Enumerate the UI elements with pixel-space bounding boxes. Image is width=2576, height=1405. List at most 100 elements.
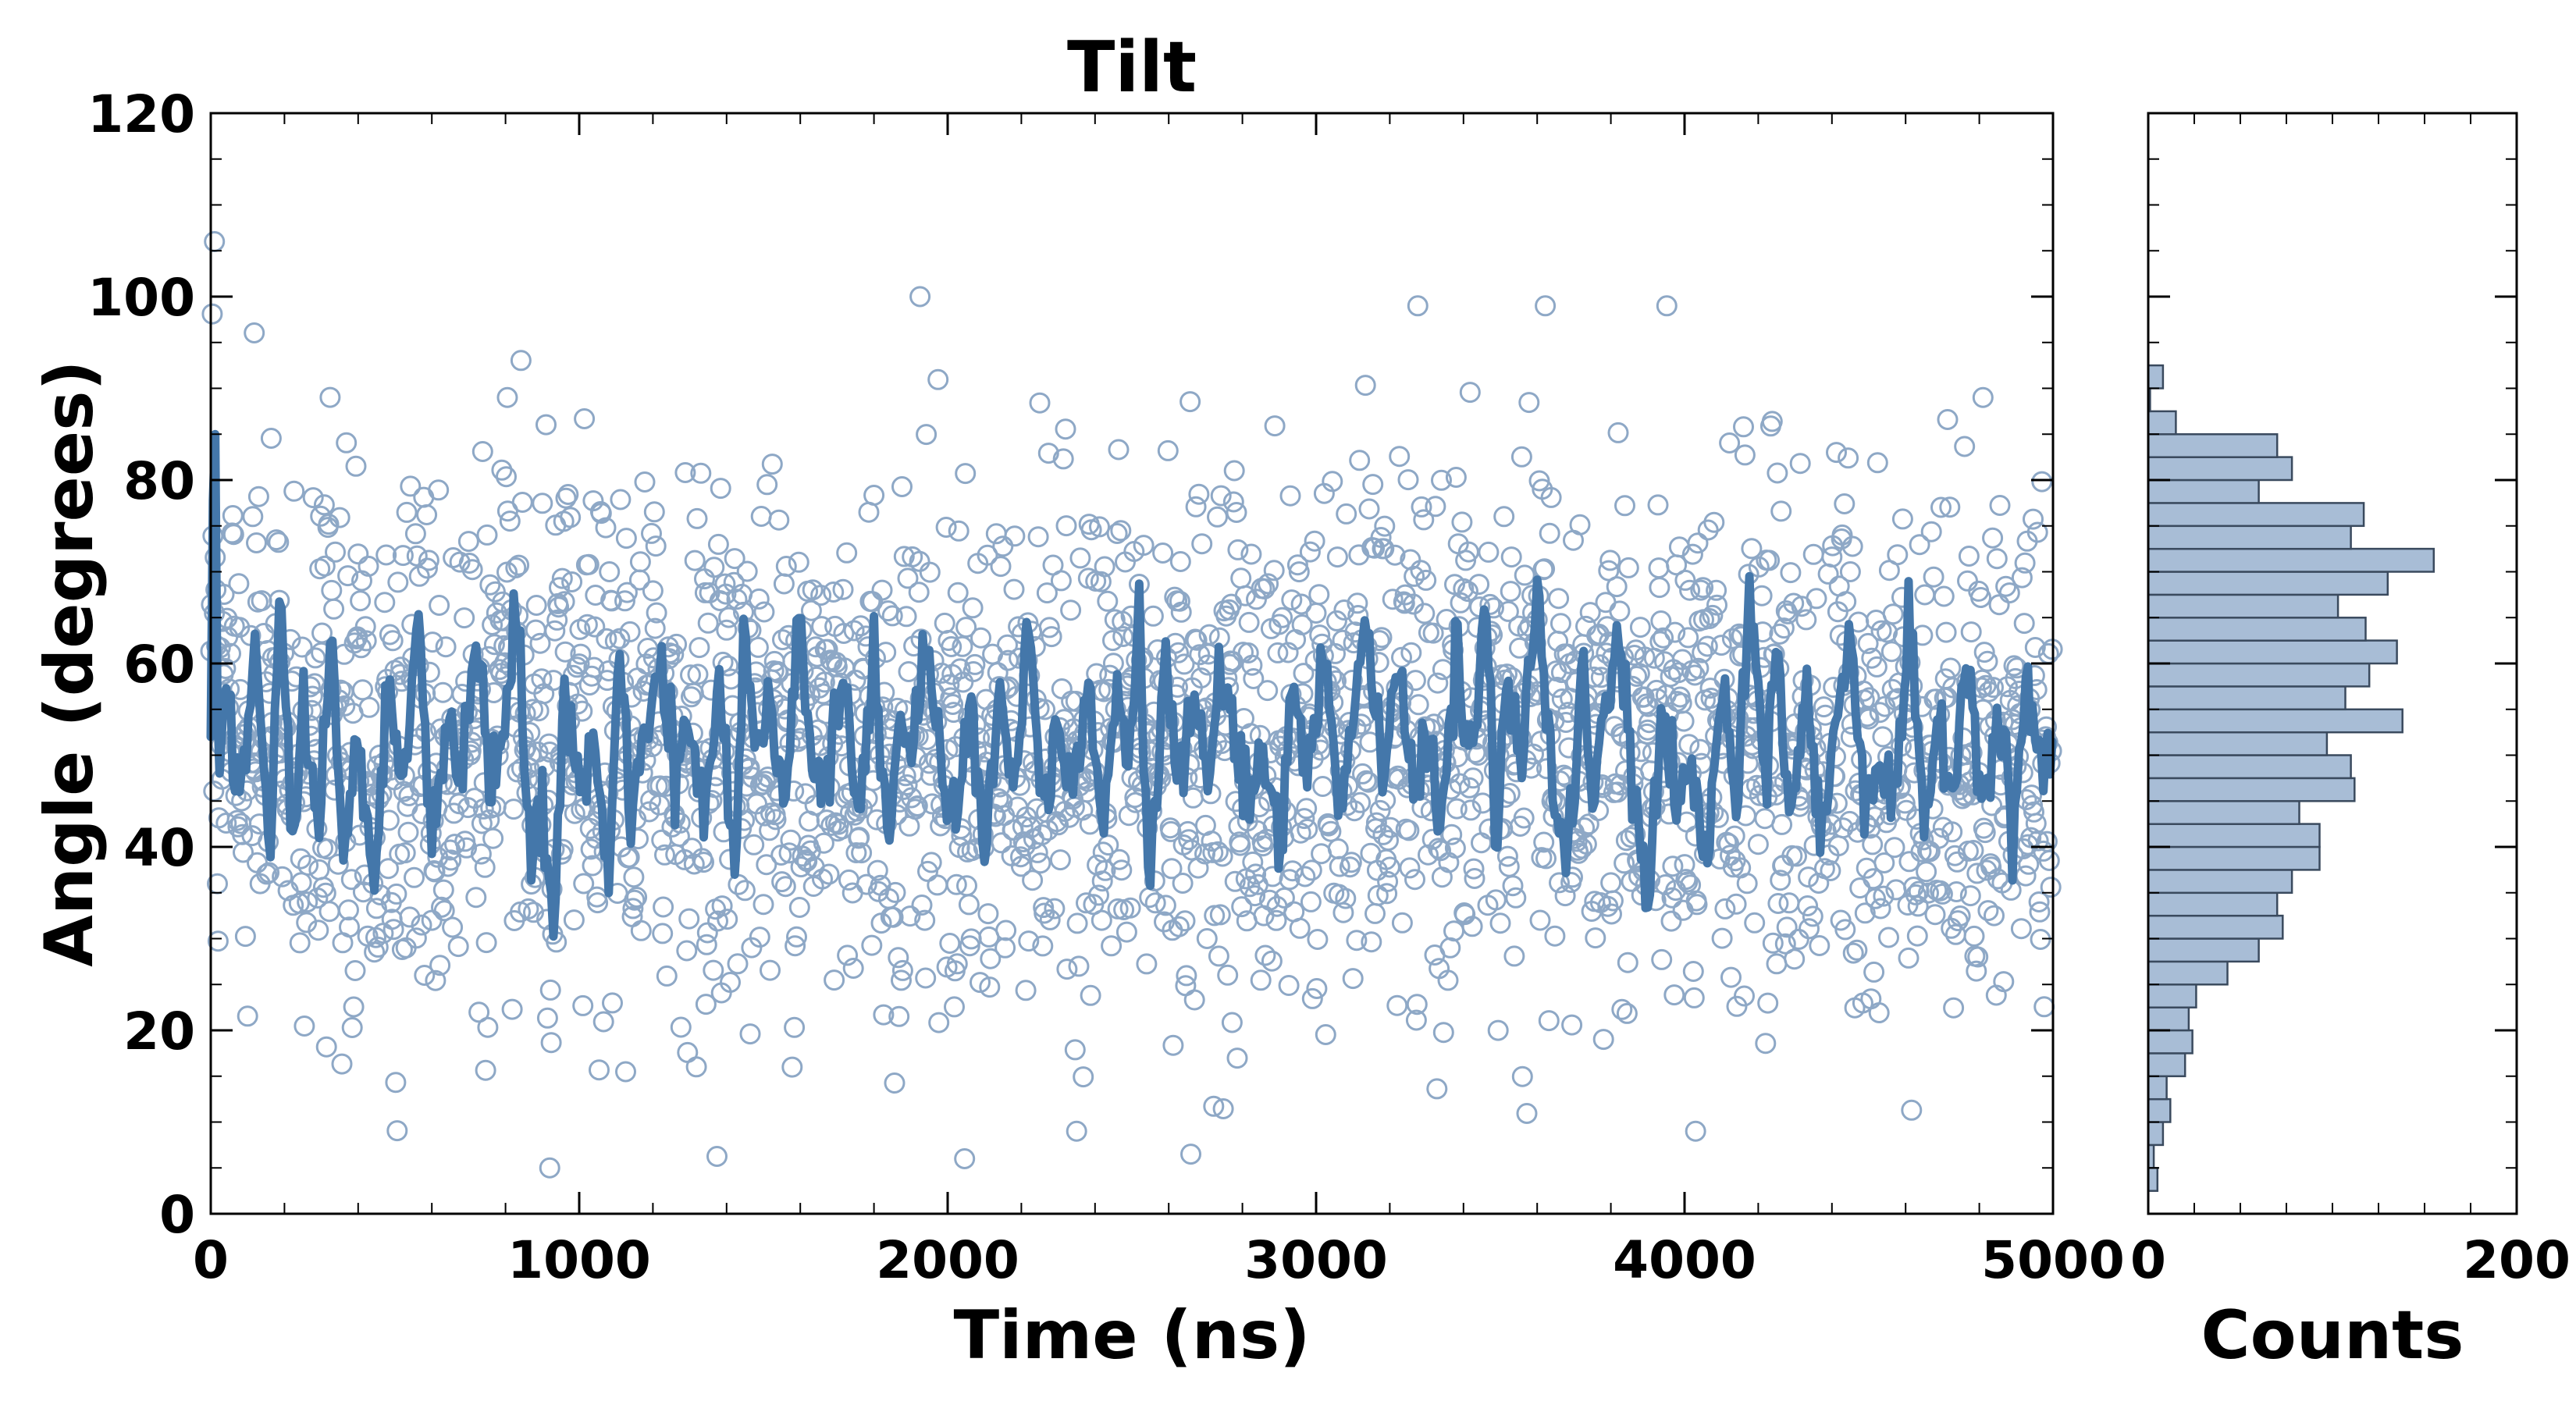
scatter-point (1049, 849, 1071, 871)
scatter-point (397, 821, 419, 843)
scatter-point (724, 548, 745, 570)
scatter-point (1651, 948, 1673, 970)
scatter-point (1925, 688, 1947, 710)
scatter-point (1898, 947, 1920, 969)
scatter-point (666, 633, 688, 655)
scatter-point (1362, 474, 1384, 496)
scatter-point (2040, 877, 2062, 898)
scatter-point (1263, 560, 1285, 582)
scatter-point (350, 637, 372, 659)
scatter-point (540, 1032, 562, 1054)
scatter-point (343, 996, 365, 1018)
scatter-point (781, 1056, 803, 1078)
scatter-point (1802, 543, 1824, 565)
scatter-point (1307, 929, 1329, 950)
scatter-point (1404, 670, 1426, 692)
scatter-point (1029, 392, 1051, 414)
scatter-point (1108, 439, 1130, 461)
scatter-point (626, 887, 648, 908)
scatter-point (570, 643, 592, 665)
scatter-point (784, 1016, 806, 1038)
scatter-point (1459, 382, 1481, 404)
scatter-point (1399, 857, 1421, 879)
scatter-point (1055, 418, 1076, 440)
scatter-point (1293, 808, 1315, 830)
scatter-point (1048, 814, 1069, 836)
scatter-point (711, 895, 733, 917)
scatter-point (1277, 642, 1299, 663)
scatter-point (382, 630, 404, 652)
scatter-point (1967, 946, 1989, 968)
scatter-point (1055, 515, 1077, 537)
scatter-point (1441, 823, 1463, 845)
scatter-point (747, 636, 769, 658)
scatter-point (888, 1005, 910, 1027)
scatter-point (790, 856, 812, 878)
scatter-point (610, 489, 632, 510)
scatter-point (1407, 694, 1429, 716)
scatter-point (1406, 994, 1428, 1016)
scatter-point (1404, 565, 1425, 587)
scatter-point (1289, 917, 1311, 939)
scatter-point (532, 493, 553, 514)
scatter-point (1696, 635, 1718, 657)
scatter-point (1703, 511, 1725, 533)
scatter-point (1224, 870, 1246, 892)
scatter-point (325, 541, 346, 563)
scatter-point (743, 834, 765, 855)
scatter-point (780, 829, 802, 851)
scatter-point (465, 887, 487, 909)
scatter-point (1928, 827, 1950, 849)
histogram-bar (2147, 1075, 2168, 1101)
scatter-point (1873, 852, 1895, 873)
scatter-point (365, 898, 387, 919)
scatter-point (574, 408, 596, 429)
scatter-point (1863, 961, 1885, 983)
scatter-point (736, 560, 758, 582)
scatter-point (358, 555, 379, 577)
scatter-point (1300, 859, 1322, 881)
scatter-point (1229, 834, 1251, 856)
scatter-point (1196, 928, 1218, 949)
histogram-bar (2147, 433, 2279, 458)
scatter-point (895, 606, 917, 628)
scatter-point (618, 846, 640, 868)
scatter-point (703, 959, 724, 981)
scatter-point (678, 908, 700, 930)
scatter-point (468, 1001, 490, 1023)
scatter-point (997, 634, 1018, 656)
scatter-point (1677, 871, 1699, 893)
scatter-point (1784, 948, 1806, 970)
scatter-point (2003, 655, 2025, 677)
scatter-point (1212, 845, 1233, 867)
scatter-point (308, 919, 329, 941)
scatter-point (1607, 422, 1629, 443)
scatter-point (1183, 989, 1205, 1011)
scatter-point (204, 231, 226, 252)
scatter-point (1592, 1029, 1614, 1051)
scatter-point (615, 528, 637, 550)
scatter-point (2012, 762, 2033, 784)
scatter-point (456, 837, 478, 859)
scatter-point (477, 1016, 499, 1038)
scatter-point (1144, 892, 1166, 914)
scatter-point (1690, 579, 1712, 601)
scatter-point (849, 827, 870, 848)
scatter-point (703, 557, 725, 578)
scatter-point (1119, 897, 1141, 919)
scatter-point (1974, 822, 1996, 844)
scatter-point (1869, 702, 1891, 724)
scatter-point (496, 386, 518, 408)
scatter-point (355, 630, 377, 652)
scatter-point (1647, 494, 1669, 516)
scatter-point (646, 602, 667, 624)
scatter-point (1943, 997, 1965, 1019)
scatter-point (237, 1005, 258, 1027)
scatter-point (1770, 500, 1792, 522)
scatter-point (336, 432, 358, 454)
scatter-point (1179, 391, 1201, 413)
histogram-bar (2147, 685, 2347, 711)
scatter-point (1455, 550, 1477, 571)
scatter-point (1227, 539, 1249, 560)
scatter-point (1903, 877, 1925, 898)
